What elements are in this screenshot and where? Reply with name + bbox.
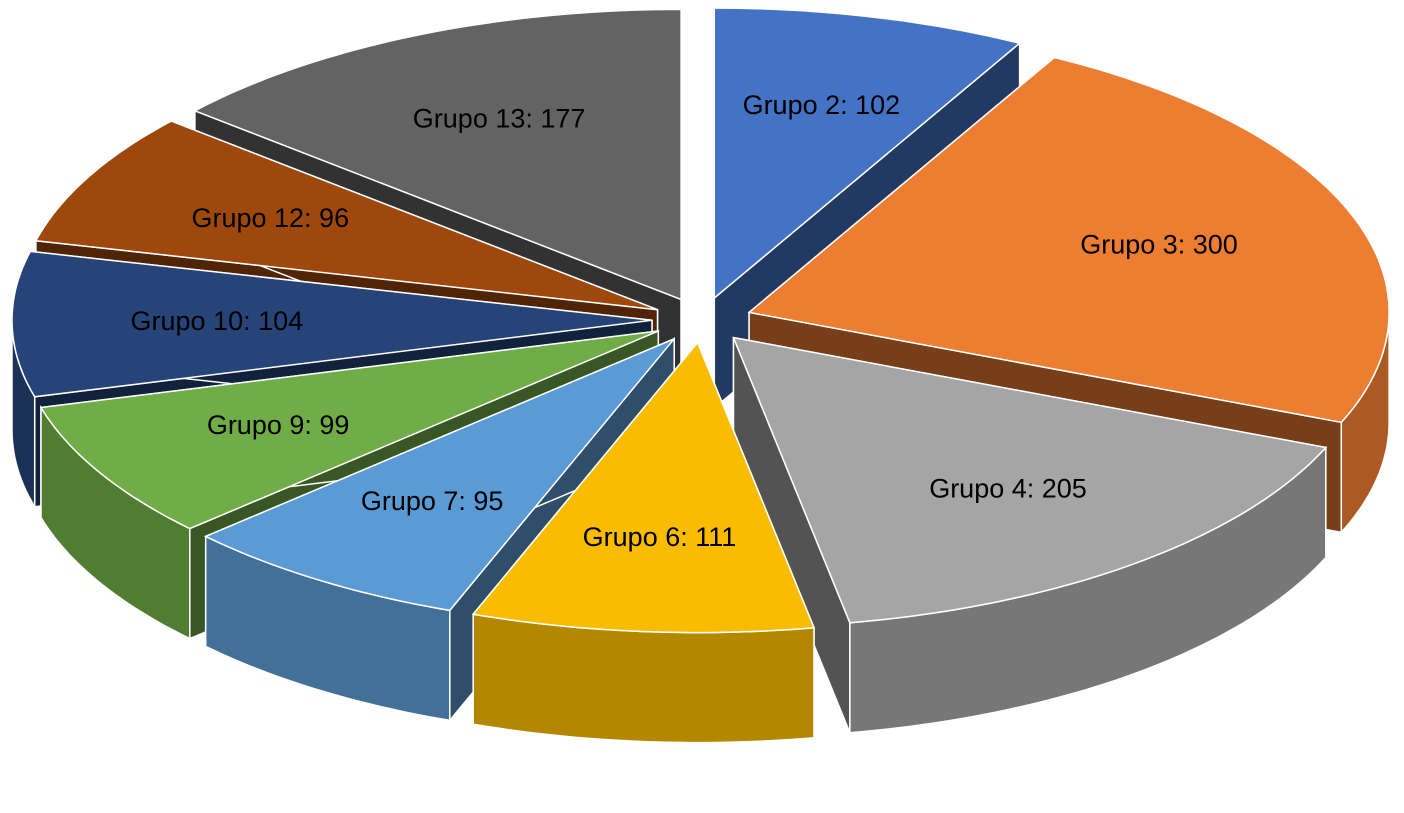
slice [11,250,653,398]
data-label: Grupo 3: 300 [1080,229,1238,259]
slice-outer-wall [472,613,815,744]
slice [39,330,659,530]
data-label: Grupo 7: 95 [361,486,504,516]
data-label: Grupo 6: 111 [583,522,737,552]
slice [471,341,816,634]
slice [34,120,658,311]
data-label: Grupo 10: 104 [131,306,304,336]
data-label: Grupo 12: 96 [191,203,349,233]
data-label: Grupo 2: 102 [743,90,901,120]
data-label: Grupo 4: 205 [929,474,1087,504]
data-label: Grupo 9: 99 [207,410,350,440]
slice [732,336,1328,624]
slice [203,338,675,612]
slice [193,8,682,301]
slice [747,56,1390,424]
data-label: Grupo 13: 177 [413,103,586,133]
slice [713,7,1022,300]
